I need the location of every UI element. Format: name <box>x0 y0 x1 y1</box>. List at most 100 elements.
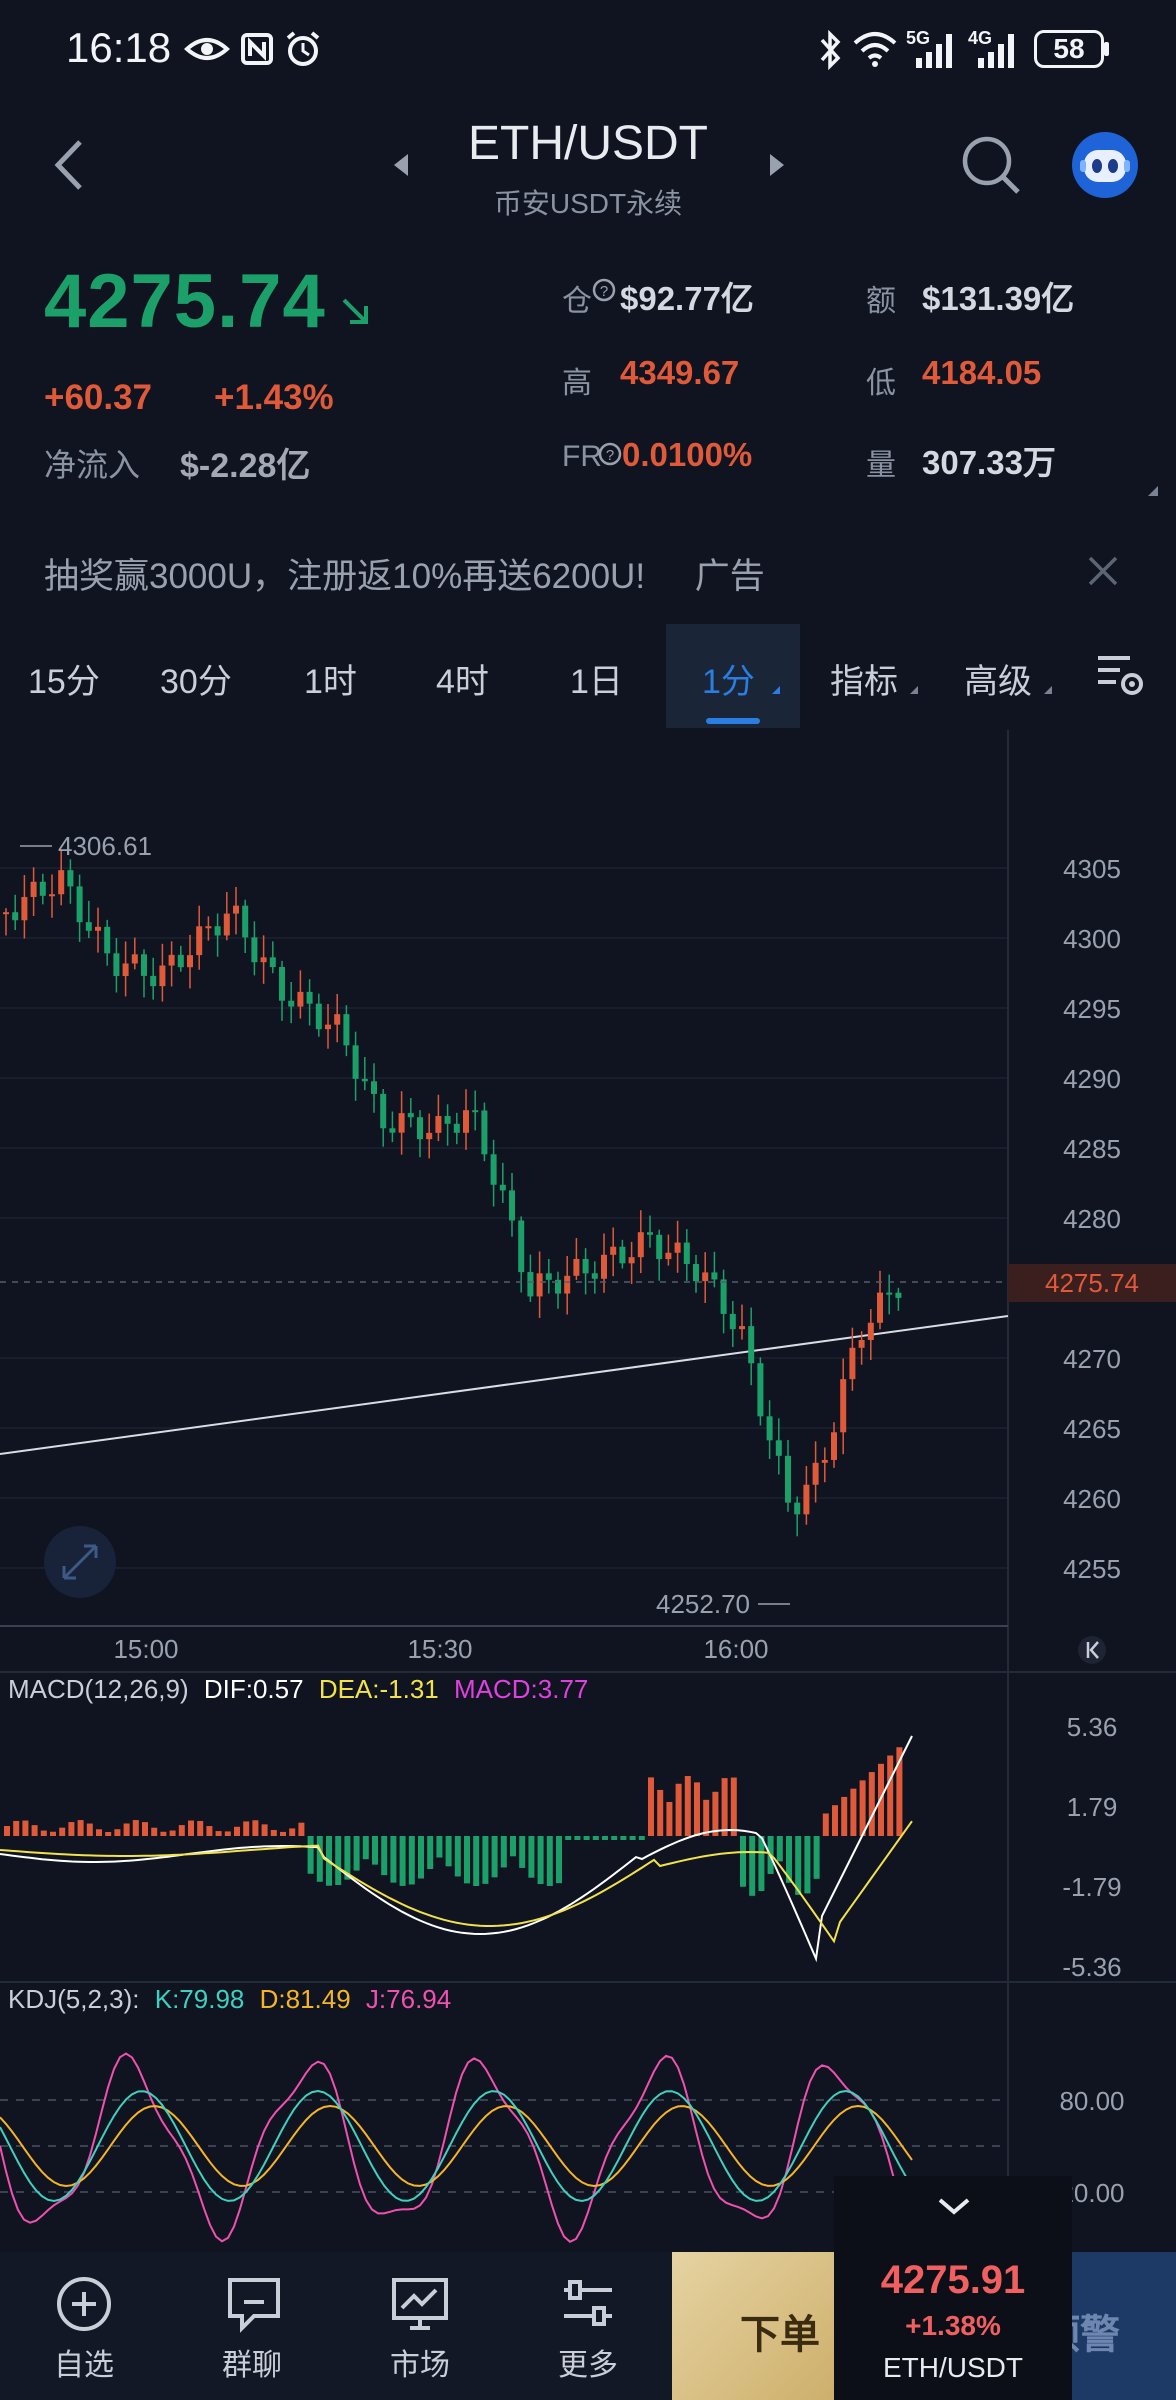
macd-tick: -1.79 <box>1062 1872 1121 1902</box>
macd-bar <box>712 1791 719 1836</box>
macd-bar <box>96 1829 102 1836</box>
macd-bar <box>500 1836 507 1868</box>
turnover-value: $131.39亿 <box>922 280 1075 317</box>
funding-info-icon[interactable]: ? <box>598 442 622 466</box>
tab-1h[interactable]: 1时 <box>304 663 357 701</box>
macd-bar <box>454 1836 461 1877</box>
candle-body <box>343 1014 350 1046</box>
trend-down-arrow-icon <box>342 298 368 324</box>
macd-bar <box>105 1832 112 1836</box>
ad-banner-text[interactable]: 抽奖赢3000U，注册返10%再送6200U! 广告 <box>44 548 765 599</box>
macd-bar <box>684 1776 691 1836</box>
y-tick: 4280 <box>1063 1204 1121 1234</box>
macd-bar <box>868 1772 875 1836</box>
nav-market-label: 市场 <box>390 2349 450 2382</box>
next-pair-icon[interactable] <box>766 150 788 180</box>
nav-chat[interactable]: 群聊 <box>182 2252 322 2400</box>
nav-watchlist[interactable]: 自选 <box>14 2252 154 2400</box>
collapse-chevron-icon[interactable] <box>934 2194 974 2218</box>
macd-bar <box>795 1836 802 1895</box>
signal-5g-icon <box>916 34 952 68</box>
candle-body <box>30 881 37 897</box>
tab-4h[interactable]: 4时 <box>436 663 489 701</box>
macd-dif-line <box>0 1735 913 1963</box>
chart-settings-icon[interactable] <box>1096 652 1146 698</box>
tab-indicators[interactable]: 指标 <box>830 663 898 701</box>
macd-bar <box>583 1836 590 1840</box>
candle-body <box>867 1322 874 1341</box>
trend-line[interactable] <box>0 1315 1009 1455</box>
candle-body <box>426 1132 433 1140</box>
candle-body <box>895 1292 902 1298</box>
mini-ticker-card[interactable] <box>834 2234 1072 2400</box>
macd-bar <box>546 1836 553 1886</box>
y-tick: 4270 <box>1063 1344 1121 1374</box>
change-pct: +1.43% <box>214 378 334 417</box>
macd-bar <box>224 1831 231 1836</box>
nav-market[interactable]: 市场 <box>350 2252 490 2400</box>
kdj-d: D:81.49 <box>260 1984 351 2014</box>
macd-bar <box>592 1836 599 1840</box>
macd-bar <box>215 1831 222 1836</box>
macd-bar <box>197 1820 204 1836</box>
macd-tick: 5.36 <box>1067 1712 1118 1742</box>
tab-15m[interactable]: 15分 <box>28 663 100 701</box>
candle-body <box>757 1363 764 1417</box>
pair-subtitle: 币安USDT永续 <box>493 188 683 219</box>
low-label: 低 <box>866 367 896 400</box>
candle-body <box>12 912 19 921</box>
macd-bar <box>445 1836 452 1867</box>
macd-bar <box>675 1783 682 1836</box>
candle-body <box>205 926 212 929</box>
candle-body <box>233 905 239 914</box>
y-tick: 4290 <box>1063 1064 1121 1094</box>
macd-bar <box>381 1836 388 1876</box>
candle-body <box>591 1273 598 1279</box>
add-circle-icon <box>57 2277 111 2331</box>
kline-chart[interactable]: 4275.74 4306.61 4252.70 4305 4300 4295 4… <box>0 730 1176 2252</box>
macd-bar <box>40 1830 47 1836</box>
nav-more[interactable]: 更多 <box>518 2252 658 2400</box>
candle-body <box>196 926 203 956</box>
tab-active-indicator <box>706 718 760 724</box>
candle-body <box>444 1116 451 1124</box>
macd-bar <box>270 1829 277 1836</box>
robot-assistant-icon[interactable] <box>1070 130 1140 200</box>
macd-bar <box>565 1836 572 1840</box>
macd-bar <box>537 1836 544 1885</box>
kdj-d-line <box>0 2104 913 2188</box>
candle-body <box>545 1273 552 1280</box>
tab-1m[interactable]: 1分 <box>702 663 755 701</box>
y-tick: 4265 <box>1063 1414 1121 1444</box>
ad-text: 抽奖赢3000U，注册返10%再送6200U! <box>44 557 646 596</box>
macd-bar <box>316 1836 323 1882</box>
kdj-params: KDJ(5,2,3): <box>8 1984 140 2014</box>
macd-bar <box>22 1820 29 1836</box>
tab-30m[interactable]: 30分 <box>160 663 232 701</box>
pair-title[interactable]: ETH/USDT <box>468 117 708 170</box>
macd-bar <box>574 1836 581 1840</box>
tab-advanced[interactable]: 高级 <box>964 663 1032 701</box>
macd-bar <box>399 1836 406 1886</box>
expand-corner-icon[interactable] <box>1146 484 1160 498</box>
close-icon[interactable] <box>1086 554 1120 588</box>
macd-bar <box>822 1813 829 1836</box>
prev-pair-icon[interactable] <box>390 150 412 180</box>
search-icon[interactable] <box>960 134 1022 196</box>
macd-bar <box>519 1836 526 1868</box>
svg-text:?: ? <box>600 283 608 300</box>
back-icon[interactable] <box>50 138 86 192</box>
info-icon[interactable]: ? <box>592 278 616 302</box>
candle-body <box>398 1113 405 1133</box>
net-inflow-value: $-2.28亿 <box>180 447 311 485</box>
turnover-label: 额 <box>866 285 896 318</box>
candle-body <box>499 1184 506 1191</box>
battery-tip <box>1104 42 1109 56</box>
macd-tick: 1.79 <box>1067 1792 1118 1822</box>
more-settings-icon <box>564 2280 612 2326</box>
candle-body <box>739 1326 745 1330</box>
macd-bar <box>657 1789 664 1836</box>
tab-1d[interactable]: 1日 <box>570 663 623 701</box>
macd-bar <box>602 1836 608 1840</box>
candle-body <box>417 1117 423 1140</box>
